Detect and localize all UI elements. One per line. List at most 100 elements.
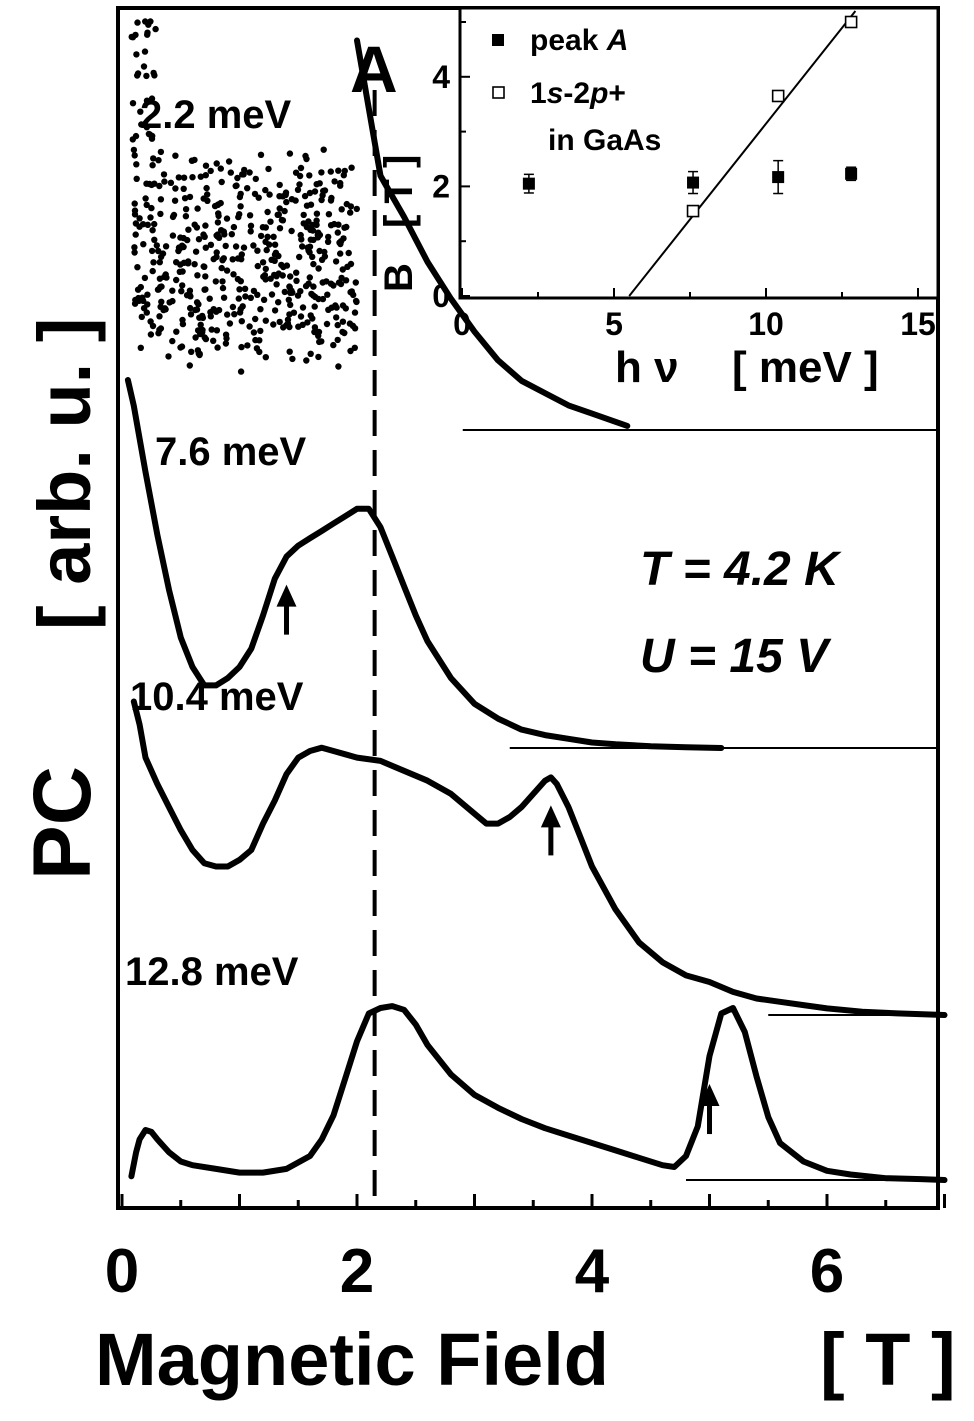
inset-point-transition <box>771 89 785 103</box>
noise-point <box>227 169 234 176</box>
noise-point <box>131 300 139 307</box>
noise-point <box>257 151 265 158</box>
noise-point <box>218 178 225 186</box>
noise-point <box>238 318 245 325</box>
noise-point <box>218 264 225 272</box>
noise-point <box>223 267 231 274</box>
inset-frame <box>458 6 940 300</box>
noise-point <box>166 299 173 306</box>
noise-point <box>328 304 335 311</box>
noise-point <box>228 231 235 238</box>
noise-point <box>189 174 196 181</box>
noise-point <box>141 48 149 55</box>
noise-point <box>195 236 203 243</box>
noise-point <box>252 315 259 323</box>
noise-point <box>214 344 221 351</box>
noise-point <box>315 353 322 361</box>
noise-point <box>146 131 153 138</box>
noise-point <box>347 347 354 355</box>
peak-arrows <box>276 584 720 1135</box>
noise-point <box>263 246 270 254</box>
noise-point <box>334 321 341 329</box>
main-y-axis-label: PC <box>17 766 108 880</box>
noise-point <box>188 157 196 164</box>
noise-point <box>156 313 163 320</box>
noise-point <box>235 213 242 221</box>
noise-point <box>342 277 350 284</box>
noise-point <box>302 282 310 290</box>
noise-point <box>170 211 178 219</box>
noise-point <box>224 311 231 318</box>
noise-point <box>268 291 276 298</box>
noise-point <box>344 263 351 270</box>
noise-point <box>266 241 273 248</box>
noise-point <box>177 234 184 241</box>
noise-point <box>231 311 238 318</box>
noise-point <box>342 305 349 312</box>
peak-arrow-head <box>699 1084 720 1107</box>
noise-point <box>313 328 320 335</box>
inset-x-tick-label: 0 <box>453 306 471 342</box>
noise-point <box>219 278 226 285</box>
noise-point <box>223 335 230 342</box>
noise-point <box>202 162 210 169</box>
noise-point <box>306 172 313 179</box>
noise-point <box>260 296 268 303</box>
noise-point <box>303 155 310 163</box>
noise-point <box>143 97 151 104</box>
noise-point <box>220 294 228 301</box>
noise-point <box>179 282 186 289</box>
noise-point <box>197 321 204 328</box>
curve-line <box>124 377 725 751</box>
noise-point <box>271 241 279 248</box>
noise-point <box>244 185 251 192</box>
noise-point <box>158 298 165 305</box>
main-y-axis-unit: [ arb. u. ] <box>23 318 106 630</box>
noise-point <box>177 261 184 268</box>
legend-peak-a-letter: A <box>606 24 629 57</box>
legend-filled-square-marker <box>492 34 504 46</box>
noise-point <box>172 152 179 159</box>
legend-transition-p1: 1 <box>530 77 547 110</box>
noise-point <box>246 212 254 219</box>
noise-point <box>315 265 322 272</box>
noise-point <box>250 242 257 249</box>
noise-point <box>286 348 293 355</box>
inset-point-transition <box>844 15 858 29</box>
noise-point <box>130 146 138 154</box>
noise-point <box>148 95 156 102</box>
peak-arrow-head <box>276 584 297 607</box>
noise-point <box>304 244 311 251</box>
noise-point <box>213 160 220 167</box>
noise-point <box>219 284 227 292</box>
noise-point <box>325 211 333 218</box>
noise-point <box>215 212 222 220</box>
noise-point <box>299 304 307 311</box>
noise-point <box>241 285 249 292</box>
noise-point <box>187 304 194 312</box>
noise-point <box>131 249 138 256</box>
noise-point <box>276 181 283 189</box>
noise-point <box>144 291 151 298</box>
noise-point <box>253 345 261 352</box>
noise-point <box>287 301 294 309</box>
noise-point <box>247 228 254 235</box>
noise-point <box>347 209 354 216</box>
noise-point <box>157 325 165 332</box>
noise-point <box>147 318 154 325</box>
noise-point <box>156 259 163 266</box>
noise-point <box>161 273 168 281</box>
noise-point <box>207 241 215 248</box>
noise-point <box>149 227 156 234</box>
noise-point <box>229 256 236 263</box>
noise-point <box>165 353 172 360</box>
noise-point <box>147 18 154 25</box>
noise-point <box>264 233 271 240</box>
noise-point <box>210 337 217 344</box>
noise-point <box>261 272 269 279</box>
noise-point <box>212 278 219 285</box>
noise-point <box>279 217 287 224</box>
noise-point <box>324 291 331 298</box>
noise-point <box>181 195 189 202</box>
noise-point <box>297 313 305 320</box>
